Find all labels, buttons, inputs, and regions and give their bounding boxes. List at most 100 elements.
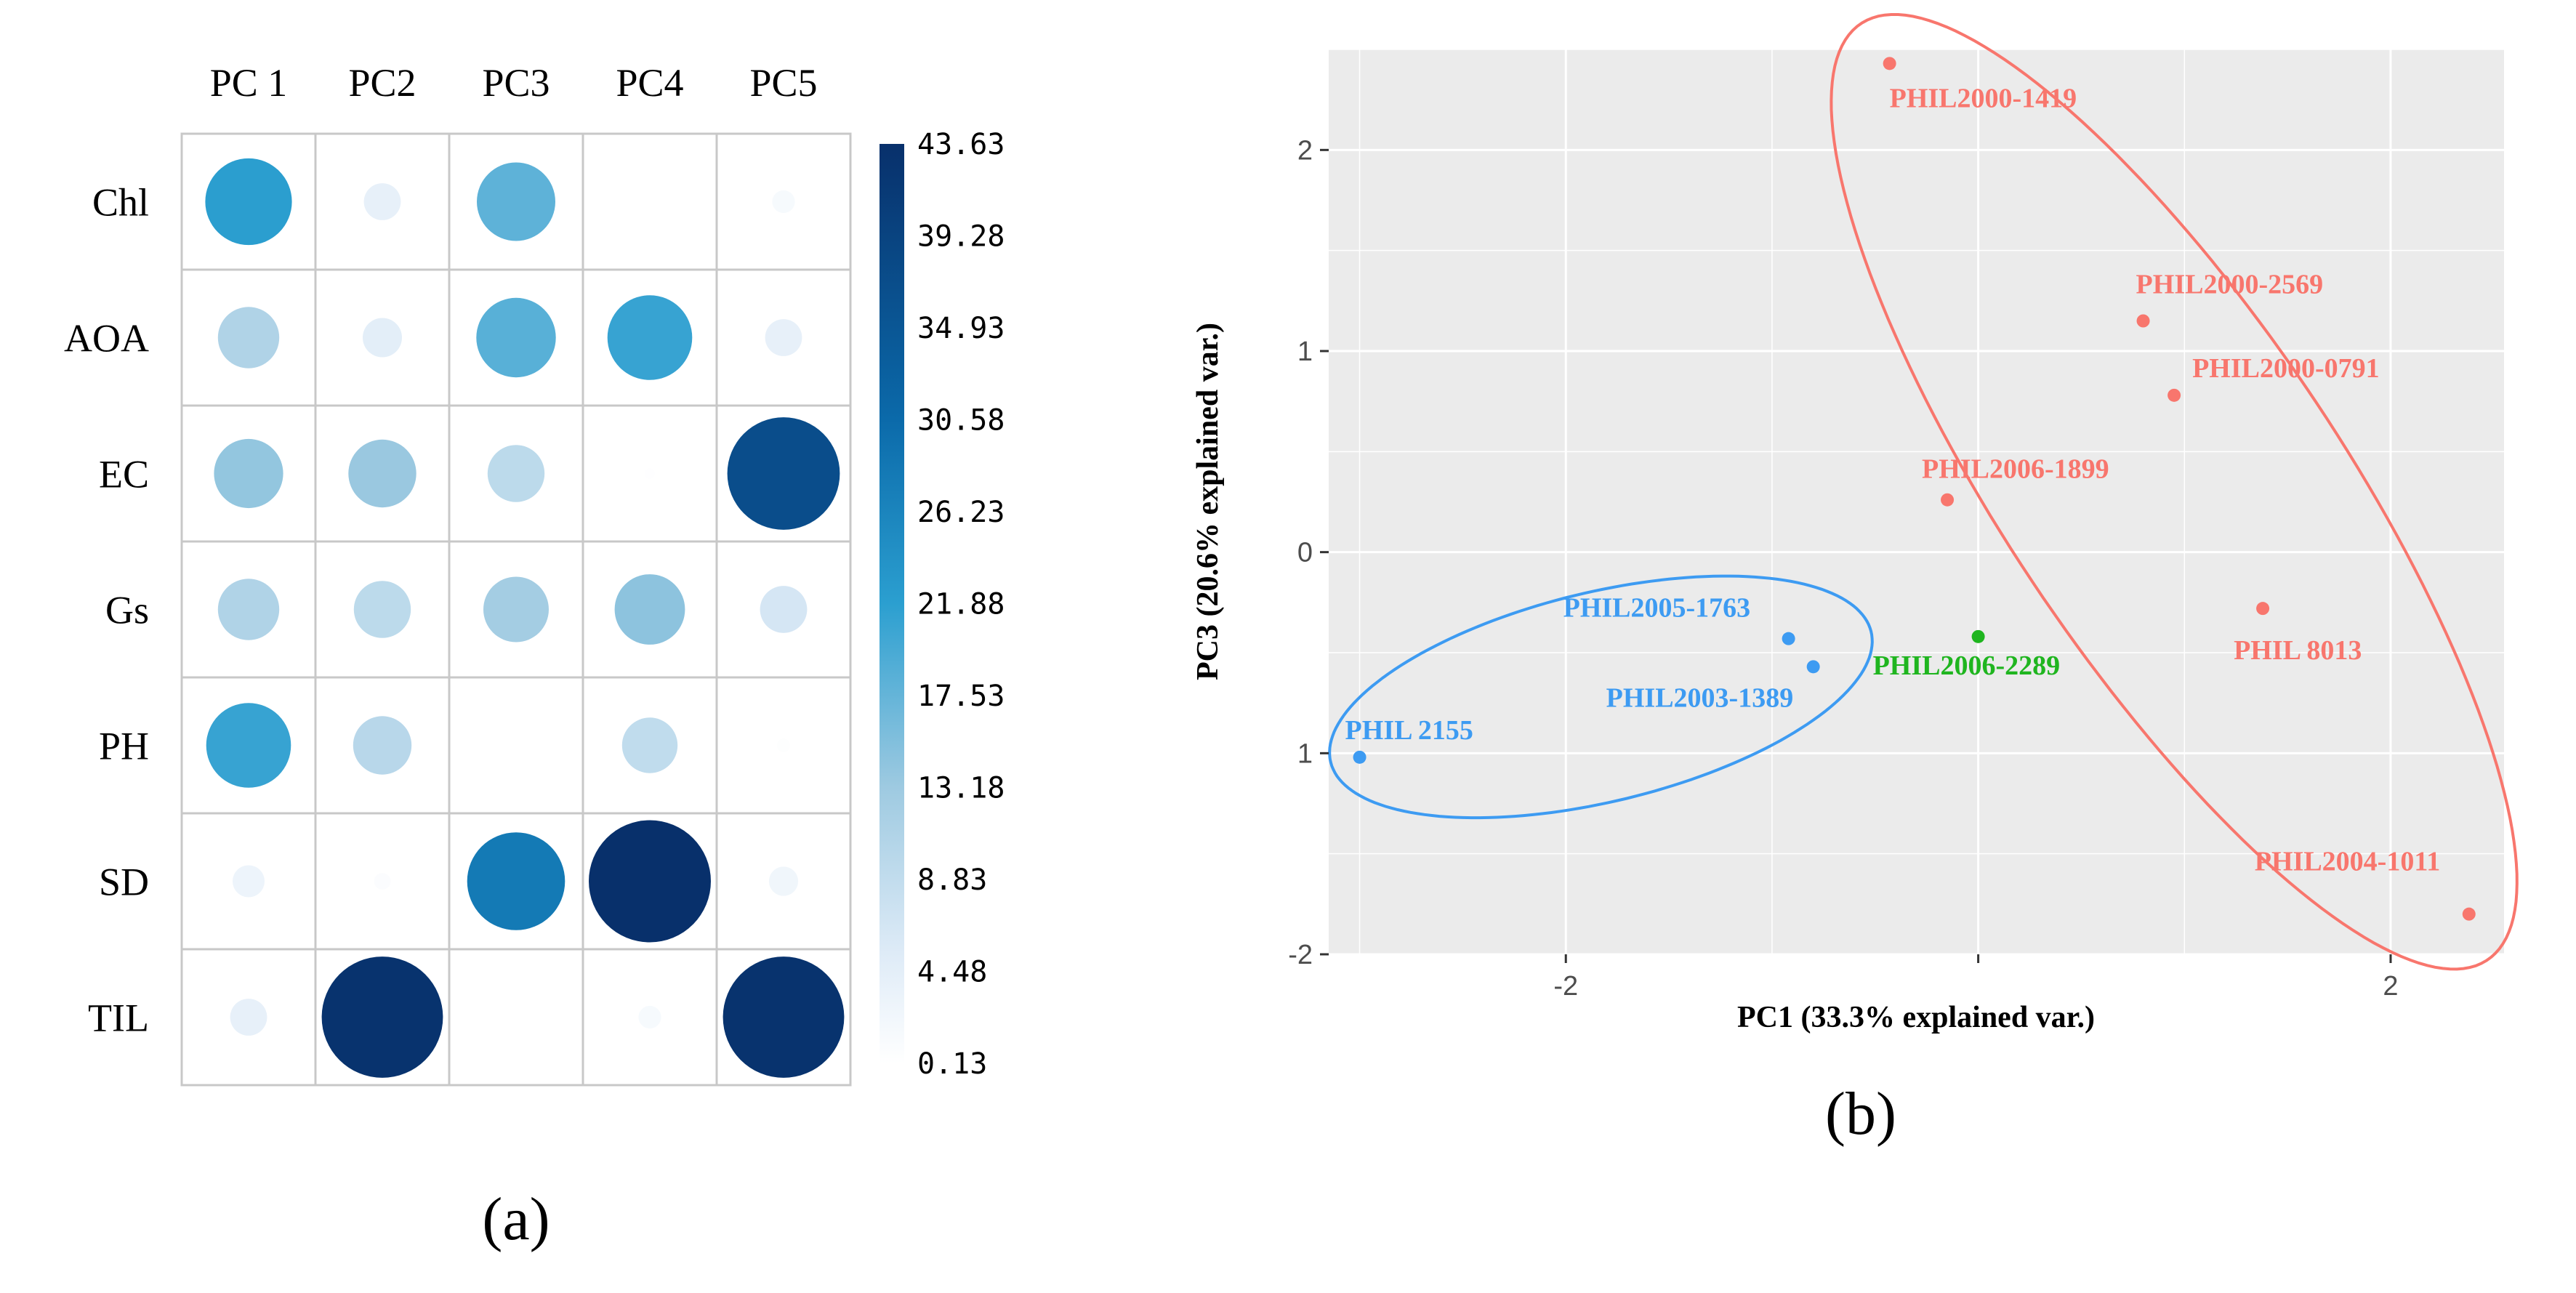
value-circle xyxy=(727,417,840,530)
colorbar-tick-label: 13.18 xyxy=(917,772,1005,805)
row-label: Gs xyxy=(105,589,149,632)
x-axis-ticks: -2 2 xyxy=(1553,954,2399,1002)
value-circle xyxy=(374,873,391,890)
row-label: PH xyxy=(99,725,149,768)
data-points xyxy=(1353,57,2476,921)
value-circle xyxy=(772,190,795,214)
value-circle xyxy=(777,738,790,752)
data-point xyxy=(1782,632,1795,645)
colorbar-gradient xyxy=(880,144,904,1063)
point-label: PHIL2000-1419 xyxy=(1890,83,2077,113)
column-label: PC4 xyxy=(616,61,683,105)
y-tick-label: 0 xyxy=(1297,538,1313,568)
panel-a-heatmap: PC 1 PC2 PC3 PC4 PC5 Chl AOA EC Gs PH SD TIL 43.63… xyxy=(64,61,1005,1253)
colorbar-tick-label: 0.13 xyxy=(917,1047,987,1081)
data-point xyxy=(2462,907,2476,921)
colorbar: 43.63 39.28 34.93 30.58 26.23 21.88 17.53 13.18… xyxy=(880,128,1005,1081)
colorbar-tick-label: 21.88 xyxy=(917,588,1005,621)
panel-label-b: (b) xyxy=(1825,1080,1896,1148)
value-circle xyxy=(512,741,520,750)
point-label: PHIL2000-2569 xyxy=(2136,270,2324,300)
value-circle xyxy=(645,468,655,479)
colorbar-tick-label: 26.23 xyxy=(917,496,1005,529)
row-label: Chl xyxy=(92,181,149,225)
heatmap-circles xyxy=(205,158,845,1078)
value-circle xyxy=(348,439,416,508)
heatmap-cell xyxy=(581,404,718,543)
x-axis-label: PC1 (33.3% explained var.) xyxy=(1737,1001,2095,1034)
panel-b-pca-scatter: PHIL2000-1419 PHIL2000-2569 PHIL2000-0791 P… xyxy=(1191,13,2519,1148)
value-circle xyxy=(614,574,685,645)
value-circle xyxy=(483,576,549,643)
value-circle xyxy=(321,956,443,1078)
y-axis-label: PC3 (20.6% explained var.) xyxy=(1191,323,1225,680)
point-label: PHIL2006-1899 xyxy=(1922,454,2109,485)
data-point xyxy=(2256,602,2270,616)
point-label: PHIL 8013 xyxy=(2234,635,2362,666)
data-point xyxy=(1941,493,1955,507)
value-circle xyxy=(363,183,401,220)
column-label: PC5 xyxy=(749,61,817,105)
heatmap-cell xyxy=(448,268,584,407)
value-circle xyxy=(477,162,555,241)
column-label: PC2 xyxy=(348,61,416,105)
colorbar-tick-label: 8.83 xyxy=(917,863,987,897)
gridlines xyxy=(1329,49,2504,956)
plot-background xyxy=(1329,49,2504,954)
value-circle xyxy=(760,586,808,633)
value-circle xyxy=(467,832,565,930)
value-circle xyxy=(214,438,283,509)
data-point xyxy=(1353,750,1367,764)
colorbar-tick-label: 43.63 xyxy=(917,128,1005,161)
value-circle xyxy=(607,295,693,380)
heatmap-cell xyxy=(314,676,451,815)
column-label: PC3 xyxy=(482,61,550,105)
row-label: SD xyxy=(99,861,149,904)
colorbar-tick-label: 17.53 xyxy=(917,680,1005,713)
data-point xyxy=(2168,388,2181,402)
value-circle xyxy=(353,581,411,638)
value-circle xyxy=(217,307,280,368)
value-circle xyxy=(638,1005,661,1029)
group-ellipses xyxy=(1328,13,2519,971)
y-tick-label: -2 xyxy=(1288,940,1313,970)
x-tick-label: 2 xyxy=(2383,971,2398,1002)
y-tick-label: 1 xyxy=(1297,337,1313,367)
value-circle xyxy=(512,1012,520,1022)
value-circle xyxy=(723,956,845,1078)
data-point xyxy=(2136,314,2150,328)
y-axis-ticks: 2 1 0 1 -2 xyxy=(1288,135,1329,970)
data-point xyxy=(1806,660,1820,674)
value-circle xyxy=(206,703,291,788)
point-label: PHIL2006-2289 xyxy=(1873,650,2061,681)
column-labels: PC 1 PC2 PC3 PC4 PC5 xyxy=(210,61,818,105)
row-label: EC xyxy=(99,453,149,496)
value-circle xyxy=(217,579,280,640)
group-ellipse xyxy=(1830,13,2519,971)
colorbar-tick-label: 4.48 xyxy=(917,956,987,989)
value-circle xyxy=(487,445,545,502)
point-label: PHIL2003-1389 xyxy=(1606,682,1794,713)
data-point xyxy=(1883,57,1896,71)
x-tick-label: -2 xyxy=(1553,971,1578,1002)
colorbar-tick-label: 34.93 xyxy=(917,312,1005,345)
value-circle xyxy=(363,318,402,358)
y-tick-label: 2 xyxy=(1297,135,1313,166)
data-point xyxy=(1971,629,1985,643)
value-circle xyxy=(646,198,653,206)
row-labels: Chl AOA EC Gs PH SD TIL xyxy=(64,181,149,1040)
panel-label-a: (a) xyxy=(482,1185,550,1253)
value-circle xyxy=(353,716,412,775)
value-circle xyxy=(233,865,265,898)
column-label: PC 1 xyxy=(210,61,288,105)
value-circle xyxy=(589,820,711,943)
group-ellipse xyxy=(1328,574,1874,820)
point-label: PHIL2005-1763 xyxy=(1563,593,1751,624)
value-circle xyxy=(476,297,556,378)
value-circle xyxy=(205,158,292,246)
point-label: PHIL 2155 xyxy=(1345,715,1473,746)
value-circle xyxy=(765,319,802,356)
value-circle xyxy=(230,999,267,1036)
row-label: TIL xyxy=(88,996,149,1040)
